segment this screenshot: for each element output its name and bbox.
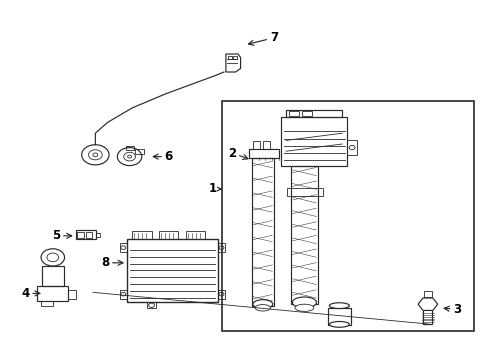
Bar: [327, 308, 350, 325]
Bar: [301, 111, 312, 116]
Ellipse shape: [252, 300, 272, 309]
Bar: [251, 158, 273, 306]
Bar: [146, 302, 156, 308]
Bar: [68, 290, 76, 299]
Bar: [228, 56, 231, 59]
Text: 8: 8: [101, 256, 123, 269]
Ellipse shape: [292, 297, 316, 308]
Text: 5: 5: [52, 229, 72, 242]
Bar: [127, 239, 217, 302]
Bar: [233, 56, 236, 59]
Bar: [159, 231, 178, 239]
Text: 3: 3: [443, 303, 460, 316]
Bar: [285, 110, 342, 117]
Text: 4: 4: [21, 287, 40, 300]
Bar: [120, 290, 127, 299]
Ellipse shape: [329, 303, 348, 309]
Bar: [41, 301, 53, 306]
Bar: [222, 101, 473, 331]
Ellipse shape: [255, 305, 270, 311]
Bar: [249, 149, 278, 158]
Ellipse shape: [294, 304, 313, 311]
Text: 6: 6: [153, 150, 172, 163]
Text: 7: 7: [248, 31, 277, 45]
Bar: [132, 231, 151, 239]
Bar: [423, 291, 431, 297]
Bar: [185, 231, 205, 239]
Bar: [217, 243, 224, 252]
Bar: [37, 286, 68, 301]
Bar: [288, 111, 299, 116]
Bar: [346, 140, 356, 155]
Bar: [85, 232, 92, 238]
Bar: [290, 166, 317, 304]
Bar: [286, 188, 322, 196]
Bar: [96, 233, 100, 237]
Bar: [262, 141, 269, 149]
Bar: [252, 141, 260, 149]
Bar: [77, 232, 83, 238]
Text: 2: 2: [228, 147, 247, 159]
Bar: [41, 266, 63, 286]
Bar: [135, 149, 143, 154]
Bar: [126, 146, 134, 150]
Text: 1: 1: [208, 183, 221, 195]
Bar: [281, 117, 346, 166]
Bar: [217, 290, 224, 299]
Ellipse shape: [329, 321, 348, 327]
Bar: [76, 230, 96, 239]
Bar: [120, 243, 127, 252]
